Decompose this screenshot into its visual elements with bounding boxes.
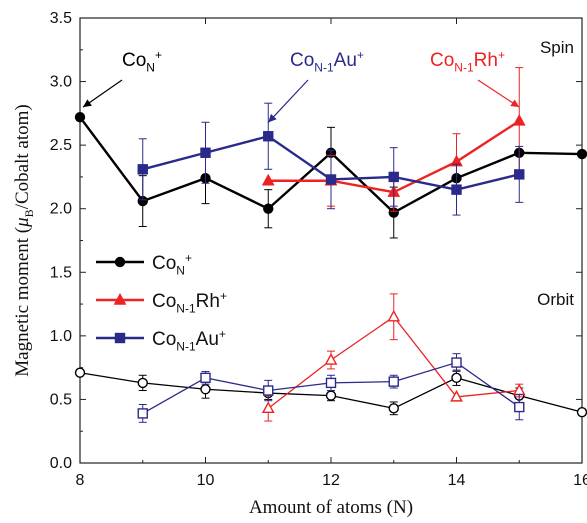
y-axis-label-main: Magnetic moment ( [12, 227, 33, 377]
legend-label-1-sup: + [220, 289, 227, 303]
legend-label-0-sup: + [185, 251, 192, 265]
series-2-spin-point [200, 147, 211, 158]
y-tick-label: 3.5 [50, 10, 72, 27]
series-1-spin-point [512, 114, 526, 126]
annotation-label-2-sub: N-1 [454, 60, 474, 74]
annotation-label-0: CoN+ [122, 48, 162, 75]
y-tick-label: 3.0 [50, 74, 72, 91]
y-tick-label: 1.0 [50, 328, 72, 345]
annotation-arrow-2 [477, 79, 520, 108]
x-tick-label: 14 [448, 472, 466, 489]
series-0-spin-point [263, 203, 274, 214]
series-0-spin-point [74, 111, 86, 123]
series-2-orbit-point [514, 401, 525, 413]
legend-label-1-mid: Rh [196, 291, 220, 312]
x-axis-label: Amount of atoms (N) [249, 497, 413, 518]
series-1-orbit-point [387, 309, 401, 322]
x-tick-label: 12 [322, 472, 340, 489]
annotation-label-2: CoN-1Rh+ [430, 48, 505, 75]
annotation-label-1-mid: Au [334, 50, 357, 71]
series-0-orbit-point [388, 403, 399, 414]
series-2-orbit-point [200, 372, 211, 384]
series-0-orbit-point [74, 367, 86, 378]
series-2-orbit-point [263, 385, 274, 396]
annotation-label-2-mid: Rh [474, 50, 498, 71]
legend-label-2-sub: N-1 [176, 339, 196, 353]
legend-label-1: CoN-1Rh+ [152, 289, 227, 316]
series-2-spin-point [451, 184, 462, 195]
legend-label-2-mid: Au [196, 329, 219, 350]
series-2-spin-point [263, 131, 274, 142]
legend-marker-1 [113, 293, 127, 305]
series-2-orbit-point [388, 376, 399, 387]
legend-label-1-sub: N-1 [176, 301, 196, 315]
series-2-spin-point [388, 171, 399, 183]
series-0-orbit-point [451, 372, 462, 384]
series-2-spin-point [137, 164, 148, 175]
annotation-arrow-1 [267, 79, 309, 123]
series-0-spin-point [576, 148, 587, 160]
legend-label-1-base: Co [152, 291, 176, 312]
series-1-orbit-point [450, 389, 463, 402]
series-2-orbit-point [325, 377, 337, 389]
y-tick-label: 1.5 [50, 264, 72, 281]
annotation-label-2-base: Co [430, 50, 454, 71]
legend-label-0-sub: N [176, 263, 185, 277]
x-tick-label: 10 [197, 472, 215, 489]
legend-label-2-base: Co [152, 329, 176, 350]
annotation-label-2-sup: + [498, 48, 505, 62]
y-tick-label: 0.0 [50, 455, 72, 472]
legend-label-2-sup: + [219, 327, 226, 341]
legend-label-0-base: Co [152, 253, 176, 274]
annotation-label-1-sub: N-1 [314, 60, 334, 74]
annotation-label-1: CoN-1Au+ [290, 48, 364, 75]
annotation-label-0-sub: N [146, 60, 155, 74]
annotation-arrowhead-0 [83, 99, 92, 108]
series-1-spin-point [261, 173, 275, 186]
legend-label-2: CoN-1Au+ [152, 327, 226, 354]
series-2-spin-point [325, 174, 337, 185]
series-1-orbit-point [261, 401, 275, 414]
series-1-orbit-point [512, 383, 526, 396]
annotation-arrowhead-1 [268, 113, 277, 123]
y-axis-label-mu: μ [12, 217, 33, 228]
series-1-orbit-point [324, 353, 338, 365]
y-axis-label: Magnetic moment (μB/Cobalt atom) [12, 104, 36, 376]
legend-marker-2 [114, 332, 126, 344]
series-0-orbit-point [137, 377, 148, 389]
series-0-orbit-point [325, 390, 337, 401]
annotation-label-0-sup: + [155, 48, 162, 62]
series-2-spin-point [514, 169, 525, 180]
series-0-orbit-point [200, 384, 211, 395]
region-label-orbit: Orbit [537, 290, 574, 309]
annotation-label-0-base: Co [122, 50, 146, 71]
series-0-orbit-point [576, 406, 587, 418]
annotation-label-1-sup: + [357, 48, 364, 62]
legend-label-0: CoN+ [152, 251, 192, 278]
y-axis-label-sub: B [22, 209, 36, 217]
y-axis-label-tail: /Cobalt atom) [12, 104, 33, 209]
annotation-arrowhead-2 [510, 99, 520, 108]
region-label-spin: Spin [540, 38, 574, 57]
series-2-orbit-point [137, 408, 148, 419]
legend-marker-0 [114, 256, 126, 268]
annotation-label-1-base: Co [290, 50, 314, 71]
y-tick-label: 2.5 [50, 137, 72, 154]
series-2-orbit-point [451, 357, 462, 368]
y-tick-label: 0.5 [50, 391, 72, 408]
x-tick-label: 16 [573, 472, 587, 489]
x-tick-label: 8 [76, 472, 85, 489]
y-tick-label: 2.0 [50, 201, 72, 218]
